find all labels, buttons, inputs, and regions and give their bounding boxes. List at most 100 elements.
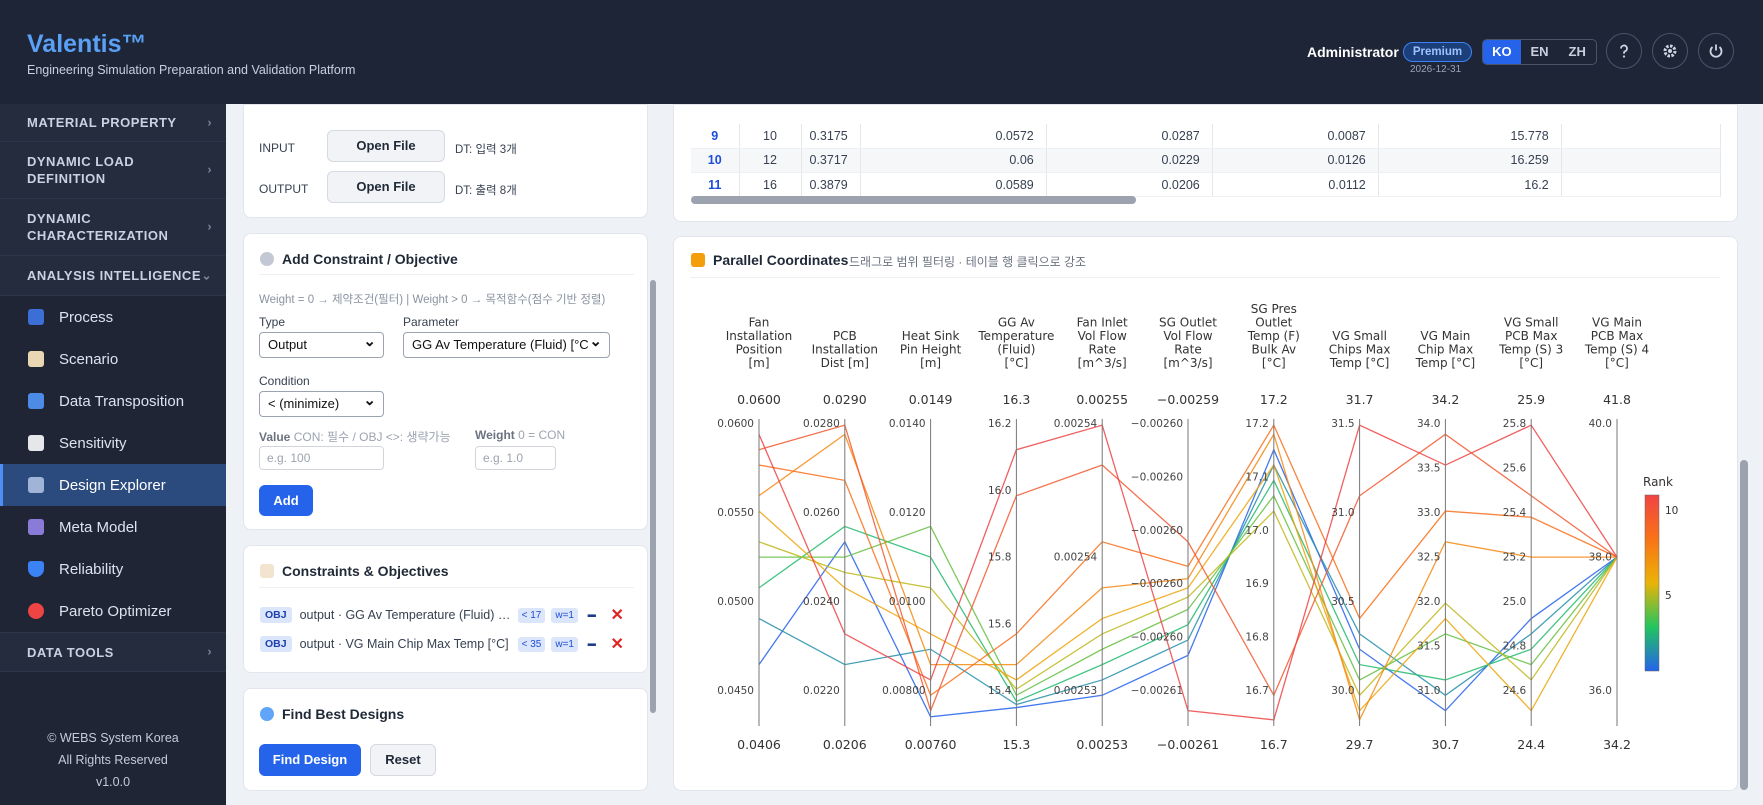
constraint-limit: < 17 <box>517 607 546 623</box>
sidebar-item-label: Pareto Optimizer <box>59 602 172 620</box>
table-cell: 0.0206 <box>1046 172 1213 198</box>
sidebar-section-material-property[interactable]: MATERIAL PROPERTY › <box>0 104 226 142</box>
pc-legend-tick: 5 <box>1665 590 1672 602</box>
find-best-designs-card: Find Best Designs Find Design Reset <box>243 688 648 791</box>
gear-icon <box>260 252 274 266</box>
row-id[interactable]: 11 <box>691 172 740 198</box>
sidebar-item-label: Sensitivity <box>59 434 127 452</box>
pc-axis-title: Outlet <box>1255 316 1292 330</box>
table-row[interactable]: 11 16 0.3879 0.0589 0.0206 0.0112 16.2 <box>691 172 1722 198</box>
value-input[interactable]: e.g. 100 <box>259 446 384 470</box>
pc-axis-tick-label: 0.00254 <box>1054 552 1098 564</box>
pc-axis-max-label: 16.3 <box>1002 392 1030 407</box>
sidebar-section-dynamic-characterization[interactable]: DYNAMIC CHARACTERIZATION › <box>0 199 226 256</box>
table-horizontal-scrollbar[interactable] <box>691 196 1136 204</box>
reset-button[interactable]: Reset <box>370 744 436 776</box>
pc-axis-max-label: 34.2 <box>1431 392 1459 407</box>
add-constraint-button[interactable]: Add <box>259 485 313 516</box>
sidebar: MATERIAL PROPERTY › DYNAMIC LOAD DEFINITI… <box>0 104 226 805</box>
logout-button[interactable] <box>1698 33 1734 69</box>
parameter-label: Parameter <box>403 315 460 329</box>
sidebar-item-sensitivity[interactable]: Sensitivity <box>0 422 226 464</box>
pc-axis-tick-label: 25.8 <box>1503 418 1526 430</box>
weight-input[interactable]: e.g. 1.0 <box>475 446 556 470</box>
pc-axis-tick-label: 32.0 <box>1417 596 1440 608</box>
lang-en-button[interactable]: EN <box>1530 44 1549 59</box>
app-logo[interactable]: Valentis™ <box>27 30 147 58</box>
pc-axis-tick-label: 24.6 <box>1503 685 1527 697</box>
pc-axis-tick-label: 16.7 <box>1245 685 1268 697</box>
main-vertical-scrollbar[interactable] <box>1740 460 1748 790</box>
parameter-select[interactable]: GG Av Temperature (Fluid) [°C <box>403 332 610 358</box>
clipboard-icon <box>28 351 44 367</box>
pc-axis-title: Chip Max <box>1418 343 1474 357</box>
pc-axis-tick-label: 32.5 <box>1417 552 1440 564</box>
sidebar-section-data-tools[interactable]: DATA TOOLS › <box>0 632 226 672</box>
help-button[interactable] <box>1606 33 1642 69</box>
pc-axis-title: VG Main <box>1420 329 1470 343</box>
sidebar-item-pareto-optimizer[interactable]: Pareto Optimizer <box>0 590 226 632</box>
table-row[interactable]: 10 12 0.3717 0.06 0.0229 0.0126 16.259 <box>691 148 1722 174</box>
table-cell: 15.778 <box>1378 124 1562 149</box>
left-panel-scrollbar[interactable] <box>650 280 656 713</box>
output-file-label: OUTPUT <box>259 182 309 196</box>
pc-axis-tick-label: 0.0500 <box>717 596 754 608</box>
pc-axis-max-label: 17.2 <box>1260 392 1288 407</box>
results-table: 9 10 0.3175 0.0572 0.0287 0.0087 15.778 10 12 0.… <box>691 124 1722 198</box>
pc-axis-tick-label: 0.0280 <box>803 418 840 430</box>
sidebar-item-label: Reliability <box>59 560 124 578</box>
pc-axis-max-label: 0.0290 <box>823 392 867 407</box>
pc-axis-title: Heat Sink <box>902 329 960 343</box>
bar-chart-icon <box>691 253 705 267</box>
lang-ko-button[interactable]: KO <box>1483 40 1521 64</box>
pc-axis-tick-label: −0.00260 <box>1131 578 1183 590</box>
table-cell <box>1561 148 1722 174</box>
type-select[interactable]: Output <box>259 332 384 358</box>
settings-button[interactable] <box>1652 33 1688 69</box>
table-row[interactable]: 9 10 0.3175 0.0572 0.0287 0.0087 15.778 <box>691 124 1722 149</box>
find-design-button[interactable]: Find Design <box>259 744 361 776</box>
sidebar-section-dynamic-load-definition[interactable]: DYNAMIC LOAD DEFINITION › <box>0 142 226 199</box>
sidebar-item-design-explorer[interactable]: Design Explorer <box>0 464 226 506</box>
output-open-file-button[interactable]: Open File <box>327 171 445 203</box>
lang-zh-button[interactable]: ZH <box>1568 44 1586 59</box>
minus-icon[interactable]: ━ <box>587 637 596 652</box>
sidebar-section-analysis-intelligence[interactable]: ANALYSIS INTELLIGENCE ⌄ <box>0 256 226 296</box>
parallel-coordinates-title-text: Parallel Coordinates <box>713 252 849 268</box>
condition-select[interactable]: < (minimize) <box>259 391 384 417</box>
table-cell: 16.259 <box>1378 148 1562 174</box>
pc-axis-tick-label: −0.00261 <box>1131 685 1183 697</box>
find-best-title-text: Find Best Designs <box>282 706 405 722</box>
sidebar-item-scenario[interactable]: Scenario <box>0 338 226 380</box>
sidebar-item-meta-model[interactable]: Meta Model <box>0 506 226 548</box>
table-cell <box>1561 172 1722 198</box>
pc-axis-min-label: 0.0406 <box>737 737 781 752</box>
pc-axis-title: Temp (S) 3 <box>1498 343 1563 357</box>
transpose-icon <box>28 393 44 409</box>
sidebar-item-label: Meta Model <box>59 518 138 536</box>
constraints-list-card: Constraints & Objectives OBJ output · GG… <box>243 545 648 673</box>
pc-axis-min-label: 30.7 <box>1431 737 1459 752</box>
pc-axis-tick-label: 0.00800 <box>882 685 925 697</box>
pc-axis-max-label: 0.00255 <box>1076 392 1128 407</box>
sidebar-item-data-transposition[interactable]: Data Transposition <box>0 380 226 422</box>
delete-constraint-icon[interactable]: ✕ <box>610 636 624 653</box>
pc-axis-max-label: 41.8 <box>1603 392 1631 407</box>
row-id[interactable]: 9 <box>691 124 740 149</box>
delete-constraint-icon[interactable]: ✕ <box>610 607 624 624</box>
sidebar-item-process[interactable]: Process <box>0 296 226 338</box>
pc-axis-title: [°C] <box>1519 356 1543 370</box>
sidebar-item-reliability[interactable]: Reliability <box>0 548 226 590</box>
pc-axis-title: Vol Flow <box>1163 329 1212 343</box>
pc-axis-title: SG Pres <box>1251 302 1297 316</box>
row-id[interactable]: 10 <box>691 148 740 174</box>
parallel-coordinates-chart[interactable]: FanInstallationPosition[m]0.06000.04060.… <box>680 295 1680 765</box>
minus-icon[interactable]: ━ <box>587 608 596 623</box>
chevron-right-icon: › <box>207 115 212 129</box>
constraint-row: OBJ output · GG Av Temperature (Fluid) [… <box>260 605 632 625</box>
add-constraint-title: Add Constraint / Objective <box>260 251 458 267</box>
input-open-file-button[interactable]: Open File <box>327 130 445 162</box>
settings-icon <box>1663 44 1677 58</box>
pc-axis-tick-label: −0.00260 <box>1131 525 1183 537</box>
pc-axis-min-label: 16.7 <box>1260 737 1288 752</box>
